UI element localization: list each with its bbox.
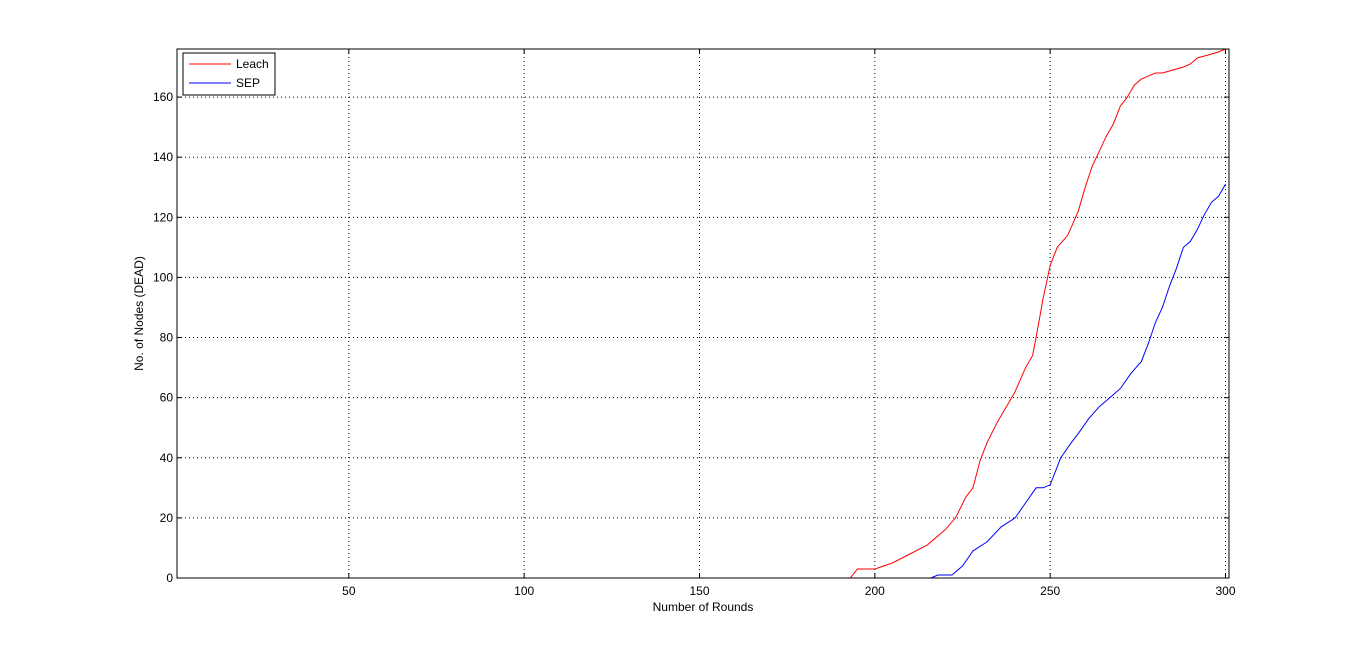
series-lines <box>177 48 1226 579</box>
y-tick-label: 100 <box>153 270 173 284</box>
x-tick-label: 250 <box>1040 584 1060 598</box>
y-tick-label: 20 <box>160 511 174 525</box>
y-tick-label: 0 <box>166 571 173 585</box>
y-tick-label: 140 <box>153 150 173 164</box>
y-tick-label: 80 <box>160 331 174 345</box>
x-tick-label: 200 <box>865 584 885 598</box>
y-axis-label: No. of Nodes (DEAD) <box>132 256 146 371</box>
legend-box <box>182 52 276 96</box>
plot-area-frame <box>176 48 1230 579</box>
y-tick-label: 40 <box>160 451 174 465</box>
y-tick-label: 160 <box>153 90 173 104</box>
x-axis-label: Number of Rounds <box>653 600 754 614</box>
chart-legend: Leach SEP <box>182 52 276 96</box>
x-tick-label: 300 <box>1215 584 1235 598</box>
grid-lines <box>177 49 1229 578</box>
y-tick-label: 120 <box>153 210 173 224</box>
x-tick-label: 50 <box>342 584 356 598</box>
x-tick-label: 150 <box>689 584 709 598</box>
y-tick-label: 60 <box>160 391 174 405</box>
x-tick-label: 100 <box>514 584 534 598</box>
axis-ticks: 50 100 150 200 250 300 0 20 40 60 80 100 120 140 160 <box>153 49 1236 598</box>
legend-label-leach: Leach <box>236 57 269 71</box>
legend-label-sep: SEP <box>236 76 260 90</box>
series-line-leach <box>177 48 1226 579</box>
series-line-sep <box>177 184 1226 579</box>
